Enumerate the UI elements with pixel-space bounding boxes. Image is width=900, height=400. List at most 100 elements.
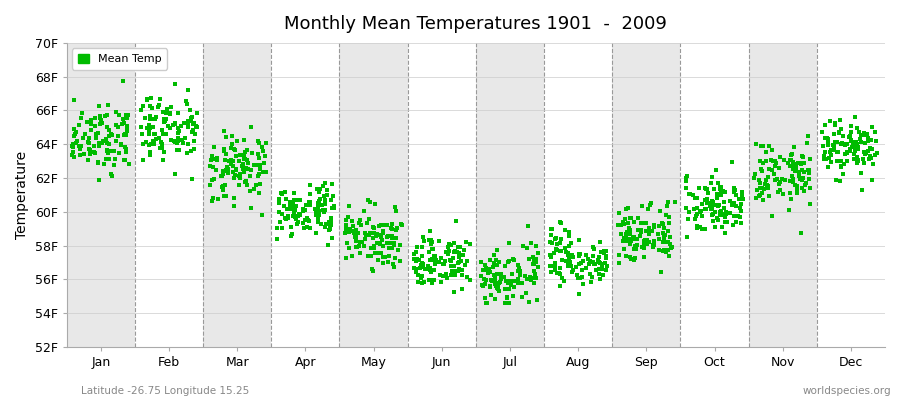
Point	[168, 171, 183, 178]
Point	[300, 215, 314, 222]
Point	[83, 147, 97, 154]
Point	[490, 246, 504, 253]
Point	[359, 220, 374, 227]
Point	[414, 262, 428, 268]
Point	[731, 213, 745, 219]
Point	[238, 179, 253, 186]
Point	[851, 157, 866, 163]
Point	[181, 121, 195, 128]
Point	[184, 148, 198, 154]
Point	[688, 206, 702, 212]
Point	[205, 176, 220, 183]
Point	[478, 281, 492, 288]
Point	[140, 124, 155, 131]
Point	[119, 145, 133, 152]
Point	[818, 156, 832, 162]
Point	[572, 252, 587, 259]
Point	[364, 244, 378, 251]
Point	[119, 148, 133, 155]
Point	[838, 150, 852, 157]
Point	[847, 144, 861, 150]
Point	[519, 290, 534, 296]
Point	[237, 155, 251, 162]
Point	[114, 141, 129, 147]
Point	[796, 175, 810, 182]
Point	[121, 112, 135, 119]
Point	[99, 155, 113, 162]
Point	[857, 130, 871, 136]
Point	[698, 226, 712, 232]
Point	[221, 166, 236, 172]
Point	[693, 208, 707, 215]
Point	[384, 221, 399, 228]
Point	[445, 242, 459, 248]
Point	[833, 162, 848, 169]
Point	[94, 139, 109, 146]
Point	[206, 156, 220, 162]
Point	[785, 173, 799, 179]
Point	[628, 255, 643, 262]
Point	[302, 201, 317, 208]
Point	[594, 266, 608, 272]
Point	[356, 238, 370, 245]
Point	[289, 202, 303, 209]
Point	[565, 252, 580, 258]
Point	[647, 222, 662, 228]
Point	[838, 142, 852, 148]
Point	[147, 140, 161, 147]
Point	[848, 138, 862, 145]
Point	[572, 251, 587, 257]
Point	[564, 253, 579, 260]
Point	[389, 208, 403, 214]
Point	[285, 231, 300, 237]
Point	[863, 145, 878, 152]
Point	[487, 260, 501, 267]
Point	[616, 234, 631, 241]
Point	[172, 147, 186, 153]
Point	[588, 261, 602, 267]
Point	[627, 257, 642, 263]
Point	[227, 146, 241, 152]
Point	[765, 213, 779, 220]
Point	[76, 151, 91, 157]
Point	[438, 248, 453, 255]
Point	[202, 182, 217, 188]
Point	[823, 118, 837, 124]
Point	[249, 182, 264, 188]
Point	[493, 276, 508, 283]
Point	[229, 147, 243, 154]
Point	[500, 259, 515, 265]
Point	[840, 149, 854, 156]
Point	[216, 168, 230, 174]
Point	[413, 264, 428, 271]
Point	[239, 181, 254, 188]
Point	[365, 268, 380, 274]
Point	[371, 240, 385, 246]
Point	[296, 225, 310, 232]
Point	[88, 123, 103, 129]
Point	[370, 239, 384, 246]
Point	[791, 172, 806, 179]
Point	[372, 223, 386, 229]
Point	[67, 144, 81, 150]
Point	[795, 177, 809, 184]
Point	[318, 197, 332, 203]
Point	[427, 267, 441, 273]
Point	[488, 274, 502, 281]
Point	[310, 204, 325, 210]
Point	[321, 219, 336, 226]
Point	[452, 252, 466, 259]
Point	[699, 206, 714, 212]
Point	[616, 221, 631, 227]
Point	[367, 230, 382, 236]
Point	[818, 149, 832, 156]
Point	[840, 140, 854, 147]
Point	[148, 114, 163, 120]
Point	[375, 228, 390, 234]
Point	[760, 182, 775, 189]
Point	[682, 208, 697, 215]
Point	[232, 170, 247, 177]
Point	[89, 133, 104, 139]
Point	[233, 152, 248, 158]
Point	[392, 258, 407, 264]
